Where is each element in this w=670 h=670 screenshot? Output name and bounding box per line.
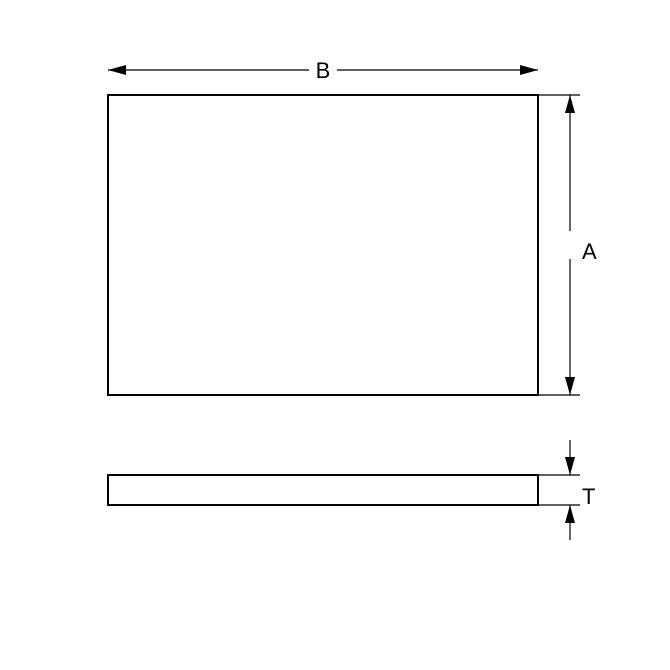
dim-t-arrow-top: [565, 457, 575, 475]
dim-t-label: T: [582, 484, 595, 509]
dim-t-arrow-bot: [565, 505, 575, 523]
thickness-rect: [108, 475, 538, 505]
dim-a-arrow-top: [565, 95, 575, 113]
dim-a-arrow-bot: [565, 377, 575, 395]
dim-b-arrow-left: [108, 65, 126, 75]
dim-b-label: B: [316, 58, 331, 83]
dim-b-arrow-right: [520, 65, 538, 75]
main-plate-rect: [108, 95, 538, 395]
dim-a-label: A: [582, 239, 597, 264]
